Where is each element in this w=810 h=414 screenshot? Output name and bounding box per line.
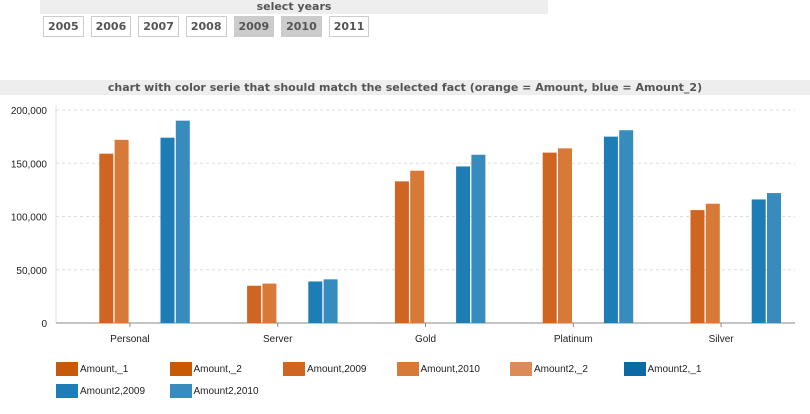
bar-amount2-2009-silver[interactable] bbox=[751, 199, 766, 323]
bar-amount2-2010-server[interactable] bbox=[323, 279, 338, 323]
legend-swatch bbox=[169, 362, 192, 376]
legend-item[interactable]: Amount,_1 bbox=[56, 362, 170, 376]
bar-amount-2009-gold[interactable] bbox=[394, 181, 409, 323]
y-tick-label: 150,000 bbox=[11, 159, 48, 170]
legend-item[interactable]: Amount2,_1 bbox=[623, 362, 738, 376]
y-tick-label: 50,000 bbox=[16, 266, 47, 277]
legend-label: Amount2,_2 bbox=[534, 363, 588, 375]
legend-item[interactable]: Amount,2010 bbox=[396, 362, 511, 376]
bar-amount-2009-silver[interactable] bbox=[690, 210, 705, 323]
bar-amount2-2009-gold[interactable] bbox=[456, 166, 471, 323]
legend-item[interactable]: Amount2,2010 bbox=[169, 384, 284, 398]
year-button-2011[interactable]: 2011 bbox=[328, 16, 370, 37]
bar-amount-2009-server[interactable] bbox=[247, 285, 262, 323]
legend-item[interactable]: Amount2,2009 bbox=[56, 384, 170, 398]
year-button-2007[interactable]: 2007 bbox=[138, 16, 179, 37]
bar-amount-2010-server[interactable] bbox=[262, 283, 277, 323]
x-tick-label: Personal bbox=[110, 334, 149, 345]
bar-amount2-2009-server[interactable] bbox=[308, 281, 323, 323]
year-buttons: 2005 2006 2007 2008 2009 2010 2011 bbox=[43, 16, 370, 37]
y-tick-label: 100,000 bbox=[11, 213, 48, 224]
legend-swatch bbox=[623, 362, 646, 376]
year-button-2009[interactable]: 2009 bbox=[233, 16, 275, 37]
legend-label: Amount,2009 bbox=[307, 363, 367, 375]
x-tick-label: Platinum bbox=[554, 334, 593, 345]
legend-item[interactable]: Amount2,_2 bbox=[510, 362, 624, 376]
legend-label: Amount,_2 bbox=[193, 363, 242, 375]
legend-label: Amount2,_1 bbox=[647, 363, 702, 375]
bar-amount-2009-platinum[interactable] bbox=[542, 152, 557, 323]
year-button-2005[interactable]: 2005 bbox=[43, 16, 84, 37]
chart-legend: Amount,_1 Amount,_2 Amount,2009 Amount,2010… bbox=[56, 362, 796, 398]
years-panel-title: select years bbox=[40, 0, 548, 14]
bar-amount2-2010-silver[interactable] bbox=[767, 193, 781, 323]
y-tick-label: 0 bbox=[41, 319, 47, 330]
y-tick-label: 200,000 bbox=[11, 106, 48, 117]
bar-amount-2010-silver[interactable] bbox=[705, 203, 720, 323]
legend-label: Amount2,2010 bbox=[193, 385, 259, 397]
legend-label: Amount,_1 bbox=[80, 363, 129, 375]
legend-swatch bbox=[510, 362, 532, 376]
legend-item[interactable]: Amount,2009 bbox=[283, 362, 397, 376]
x-tick-label: Silver bbox=[709, 334, 735, 345]
legend-swatch bbox=[283, 362, 305, 376]
bar-amount-2009-personal[interactable] bbox=[99, 153, 114, 323]
x-tick-label: Server bbox=[263, 334, 293, 345]
legend-item[interactable]: Amount,_2 bbox=[169, 362, 284, 376]
year-button-2006[interactable]: 2006 bbox=[90, 16, 132, 37]
bar-amount2-2010-personal[interactable] bbox=[175, 120, 190, 324]
legend-swatch bbox=[396, 362, 419, 376]
legend-swatch bbox=[169, 384, 192, 398]
bar-amount2-2009-personal[interactable] bbox=[160, 137, 175, 323]
chart-title: chart with color serie that should match… bbox=[0, 80, 810, 95]
year-button-2010[interactable]: 2010 bbox=[281, 16, 322, 37]
x-tick-label: Gold bbox=[415, 334, 436, 345]
year-button-2008[interactable]: 2008 bbox=[185, 16, 227, 37]
bar-amount2-2009-platinum[interactable] bbox=[603, 136, 618, 323]
legend-swatch bbox=[56, 384, 78, 398]
bar-amount2-2010-gold[interactable] bbox=[471, 154, 486, 323]
bar-chart: 0 50,000 100,000 150,000 200,000 Personal Serv… bbox=[11, 105, 795, 345]
legend-label: Amount,2010 bbox=[420, 363, 481, 375]
bar-amount2-2010-platinum[interactable] bbox=[619, 130, 634, 323]
legend-label: Amount2,2009 bbox=[80, 385, 146, 397]
legend-swatch bbox=[56, 362, 78, 376]
bar-amount-2010-personal[interactable] bbox=[114, 139, 129, 323]
bar-amount-2010-gold[interactable] bbox=[410, 170, 425, 323]
bar-amount-2010-platinum[interactable] bbox=[558, 148, 572, 323]
